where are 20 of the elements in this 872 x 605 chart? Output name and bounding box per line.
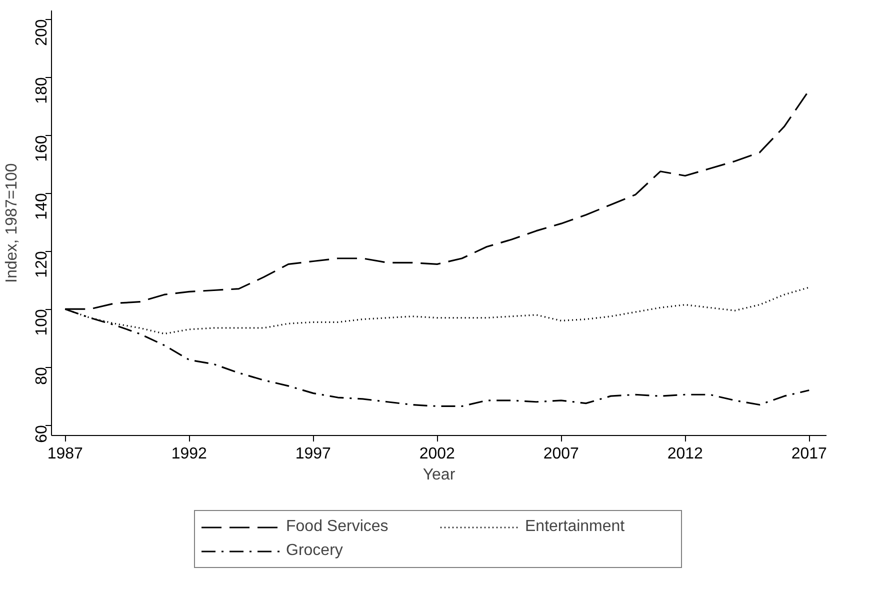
x-tick-label: 2007 <box>543 446 580 462</box>
x-tick-label: 2002 <box>419 446 456 462</box>
y-tick-label: 140 <box>34 193 50 220</box>
x-tick-label: 2012 <box>667 446 704 462</box>
y-tick-label: 120 <box>34 251 50 278</box>
y-tick-label: 160 <box>34 135 50 162</box>
y-tick-label: 60 <box>34 424 50 443</box>
y-tick-label: 100 <box>34 309 50 336</box>
x-tick-label: 2017 <box>791 446 828 462</box>
y-tick-label: 80 <box>34 366 50 385</box>
legend-label: Entertainment <box>525 518 626 536</box>
legend-label: Food Services <box>286 518 390 536</box>
x-axis-title: Year <box>422 466 456 484</box>
y-tick-label: 200 <box>34 19 50 46</box>
y-axis-title: Index, 1987=100 <box>4 163 20 283</box>
x-tick-label: 1997 <box>295 446 332 462</box>
x-tick-label: 1987 <box>47 446 84 462</box>
x-tick-label: 1992 <box>171 446 208 462</box>
y-tick-label: 180 <box>34 77 50 104</box>
legend-label: Grocery <box>286 542 344 560</box>
